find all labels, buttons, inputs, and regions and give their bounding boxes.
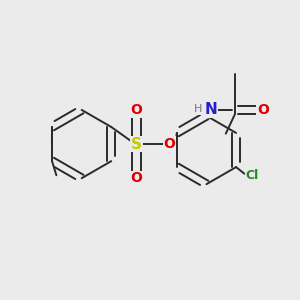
Text: S: S [131,136,142,152]
Text: N: N [205,102,217,117]
Text: O: O [164,137,175,151]
Text: O: O [257,103,269,117]
Text: Cl: Cl [245,169,259,182]
Text: H: H [194,104,202,114]
Text: O: O [131,103,142,117]
Text: O: O [131,171,142,185]
